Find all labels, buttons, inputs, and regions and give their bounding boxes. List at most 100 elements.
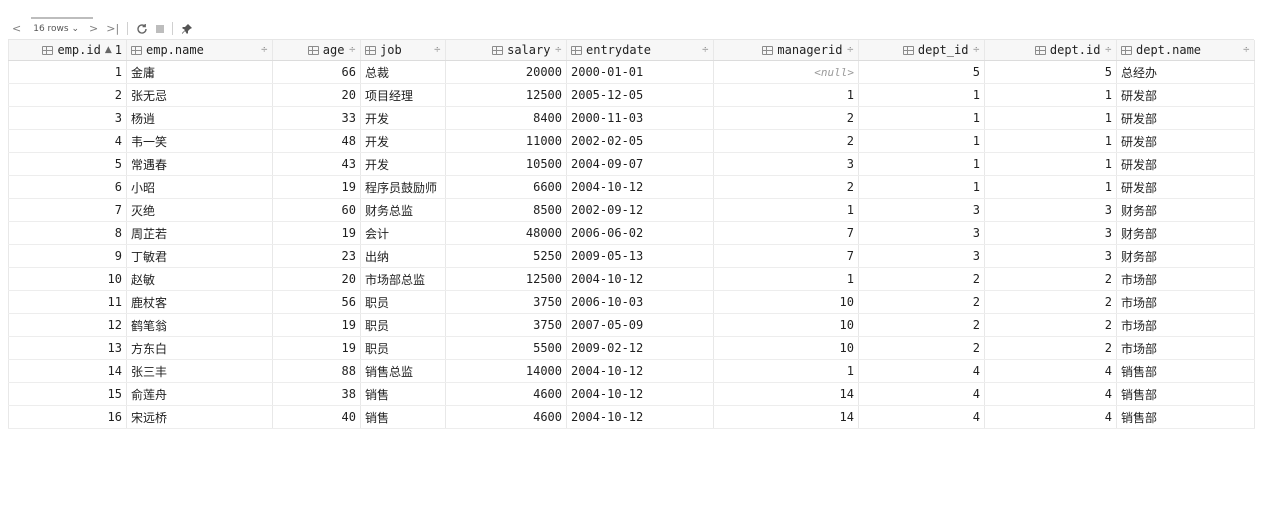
cell-entrydate[interactable]: 2004-10-12 (566, 382, 714, 406)
cell-dept-name[interactable]: 研发部 (1116, 152, 1255, 176)
cell-entrydate[interactable]: 2000-11-03 (566, 106, 714, 130)
cell-dept-name[interactable]: 财务部 (1116, 244, 1255, 268)
cell-dept-id[interactable]: 1 (858, 175, 985, 199)
sort-icon[interactable]: ÷ (1242, 45, 1250, 55)
cell-salary[interactable]: 4600 (445, 405, 567, 429)
cell-age[interactable]: 19 (272, 175, 361, 199)
cell-entrydate[interactable]: 2002-09-12 (566, 198, 714, 222)
first-page-button[interactable]: < (12, 22, 22, 35)
cell-job[interactable]: 会计 (360, 221, 446, 245)
column-header-job[interactable]: job ÷ (360, 40, 446, 61)
cell-dept-id[interactable]: 2 (858, 267, 985, 291)
cell-dept-id[interactable]: 4 (984, 405, 1117, 429)
cell-emp-id[interactable]: 13 (8, 336, 127, 360)
sort-icon[interactable]: ÷ (1104, 45, 1112, 55)
sort-icon[interactable]: ÷ (972, 45, 980, 55)
cell-age[interactable]: 48 (272, 129, 361, 153)
cell-dept-id[interactable]: 2 (984, 336, 1117, 360)
cell-age[interactable]: 23 (272, 244, 361, 268)
cell-emp-name[interactable]: 张三丰 (126, 359, 273, 383)
cell-dept-id[interactable]: 2 (858, 313, 985, 337)
cell-job[interactable]: 项目经理 (360, 83, 446, 107)
sort-icon[interactable]: ÷ (846, 45, 854, 55)
sort-icon[interactable]: ÷ (701, 45, 709, 55)
sort-icon[interactable]: ÷ (433, 45, 441, 55)
cell-emp-name[interactable]: 金庸 (126, 60, 273, 84)
table-row[interactable]: 14 张三丰 88 销售总监 14000 2004-10-12 1 4 4 销售部 (8, 359, 1255, 383)
cell-emp-id[interactable]: 8 (8, 221, 127, 245)
cell-entrydate[interactable]: 2004-09-07 (566, 152, 714, 176)
cell-job[interactable]: 职员 (360, 313, 446, 337)
cell-dept-name[interactable]: 销售部 (1116, 359, 1255, 383)
cell-dept-name[interactable]: 财务部 (1116, 198, 1255, 222)
cell-dept-id[interactable]: 1 (858, 129, 985, 153)
cell-salary[interactable]: 8500 (445, 198, 567, 222)
cell-managerid[interactable]: 1 (713, 83, 859, 107)
cell-salary[interactable]: 10500 (445, 152, 567, 176)
cell-job[interactable]: 销售 (360, 405, 446, 429)
cell-emp-id[interactable]: 14 (8, 359, 127, 383)
cell-dept-id[interactable]: 4 (984, 359, 1117, 383)
refresh-icon[interactable] (132, 18, 152, 39)
cell-job[interactable]: 开发 (360, 152, 446, 176)
column-header-salary[interactable]: salary ÷ (445, 40, 567, 61)
table-row[interactable]: 1 金庸 66 总裁 20000 2000-01-01 <null> 5 5 总经办 (8, 60, 1255, 84)
sort-icon[interactable]: ÷ (554, 45, 562, 55)
cell-dept-id[interactable]: 3 (984, 221, 1117, 245)
cell-dept-name[interactable]: 销售部 (1116, 405, 1255, 429)
cell-job[interactable]: 职员 (360, 336, 446, 360)
column-header-dept-name[interactable]: dept.name ÷ (1116, 40, 1255, 61)
cell-dept-id[interactable]: 4 (984, 382, 1117, 406)
cell-dept-id[interactable]: 1 (984, 175, 1117, 199)
cell-age[interactable]: 43 (272, 152, 361, 176)
column-header-dept-id[interactable]: dept_id ÷ (858, 40, 985, 61)
cell-dept-name[interactable]: 研发部 (1116, 129, 1255, 153)
table-row[interactable]: 5 常遇春 43 开发 10500 2004-09-07 3 1 1 研发部 (8, 152, 1255, 176)
cell-dept-id[interactable]: 3 (858, 244, 985, 268)
cell-managerid[interactable]: 3 (713, 152, 859, 176)
cell-managerid[interactable]: 14 (713, 405, 859, 429)
sort-icon[interactable]: ÷ (260, 45, 268, 55)
table-row[interactable]: 10 赵敏 20 市场部总监 12500 2004-10-12 1 2 2 市场部 (8, 267, 1255, 291)
cell-dept-id[interactable]: 2 (858, 290, 985, 314)
cell-emp-id[interactable]: 2 (8, 83, 127, 107)
cell-emp-id[interactable]: 3 (8, 106, 127, 130)
cell-managerid[interactable]: 10 (713, 313, 859, 337)
cell-emp-id[interactable]: 15 (8, 382, 127, 406)
cell-dept-name[interactable]: 销售部 (1116, 382, 1255, 406)
cell-dept-name[interactable]: 市场部 (1116, 290, 1255, 314)
cell-salary[interactable]: 6600 (445, 175, 567, 199)
cell-entrydate[interactable]: 2004-10-12 (566, 405, 714, 429)
cell-salary[interactable]: 3750 (445, 313, 567, 337)
cell-job[interactable]: 开发 (360, 106, 446, 130)
cell-emp-name[interactable]: 韦一笑 (126, 129, 273, 153)
table-row[interactable]: 2 张无忌 20 项目经理 12500 2005-12-05 1 1 1 研发部 (8, 83, 1255, 107)
cell-managerid[interactable]: 14 (713, 382, 859, 406)
cell-age[interactable]: 19 (272, 336, 361, 360)
cell-managerid[interactable]: 10 (713, 336, 859, 360)
cell-job[interactable]: 总裁 (360, 60, 446, 84)
stop-icon[interactable] (152, 18, 168, 39)
table-row[interactable]: 16 宋远桥 40 销售 4600 2004-10-12 14 4 4 销售部 (8, 405, 1255, 429)
cell-age[interactable]: 38 (272, 382, 361, 406)
table-row[interactable]: 6 小昭 19 程序员鼓励师 6600 2004-10-12 2 1 1 研发部 (8, 175, 1255, 199)
cell-job[interactable]: 开发 (360, 129, 446, 153)
cell-dept-name[interactable]: 研发部 (1116, 83, 1255, 107)
cell-job[interactable]: 销售总监 (360, 359, 446, 383)
table-row[interactable]: 12 鹤笔翁 19 职员 3750 2007-05-09 10 2 2 市场部 (8, 313, 1255, 337)
cell-dept-id[interactable]: 1 (858, 106, 985, 130)
cell-emp-name[interactable]: 常遇春 (126, 152, 273, 176)
cell-emp-id[interactable]: 11 (8, 290, 127, 314)
cell-managerid[interactable]: <null> (713, 60, 859, 84)
cell-job[interactable]: 市场部总监 (360, 267, 446, 291)
cell-dept-id[interactable]: 3 (858, 198, 985, 222)
cell-managerid[interactable]: 1 (713, 267, 859, 291)
column-header-entrydate[interactable]: entrydate ÷ (566, 40, 714, 61)
cell-emp-name[interactable]: 鹤笔翁 (126, 313, 273, 337)
cell-dept-id[interactable]: 1 (858, 83, 985, 107)
column-header-dept-id[interactable]: dept.id ÷ (984, 40, 1117, 61)
cell-age[interactable]: 20 (272, 83, 361, 107)
cell-entrydate[interactable]: 2009-02-12 (566, 336, 714, 360)
sort-icon[interactable]: ÷ (348, 45, 356, 55)
cell-age[interactable]: 40 (272, 405, 361, 429)
